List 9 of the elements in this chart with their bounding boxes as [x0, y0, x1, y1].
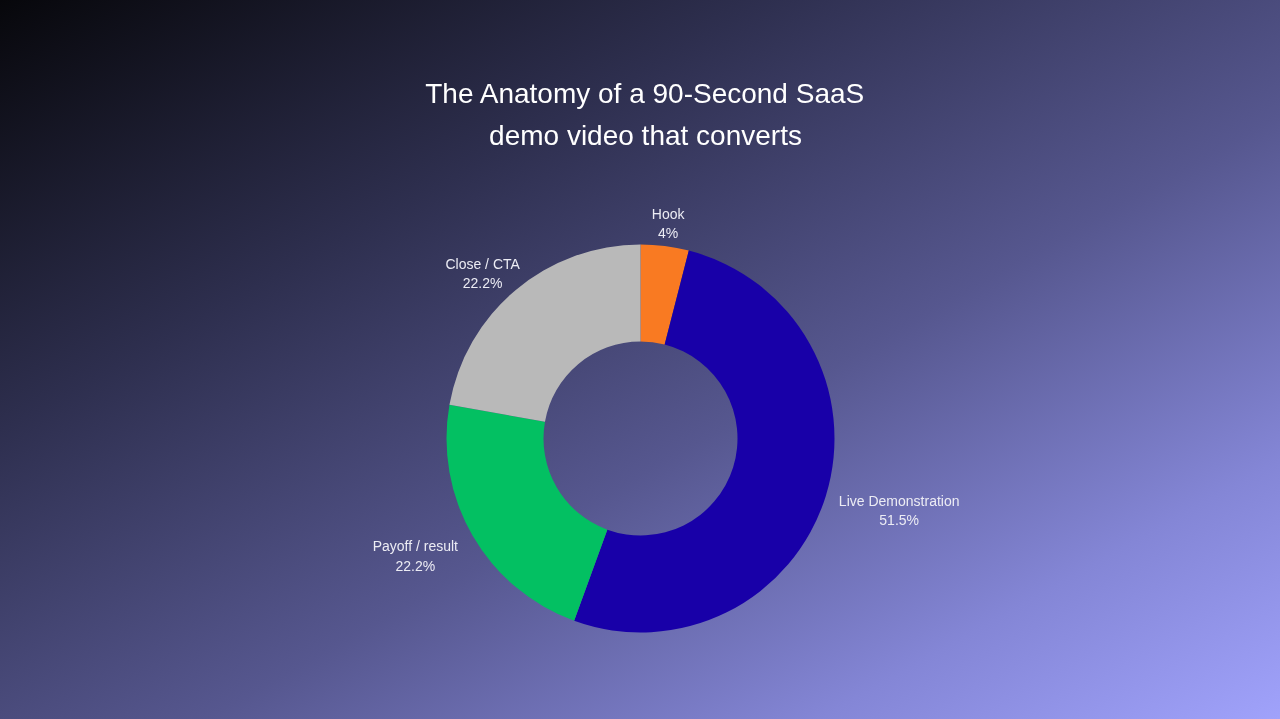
- slice-label: Hook: [651, 205, 686, 222]
- data-label: 22.2%: [395, 557, 436, 574]
- data-label: 22.2%: [462, 275, 503, 292]
- data-label: 51.5%: [879, 512, 920, 529]
- slice-label: Close / CTA: [445, 256, 521, 273]
- chart-title: The Anatomy of a 90-Second SaaS demo video that converts: [425, 77, 865, 152]
- slice-label: Payoff / result: [372, 538, 459, 555]
- slice-label: Live Demonstration: [838, 492, 960, 509]
- data-label: 4%: [658, 224, 679, 241]
